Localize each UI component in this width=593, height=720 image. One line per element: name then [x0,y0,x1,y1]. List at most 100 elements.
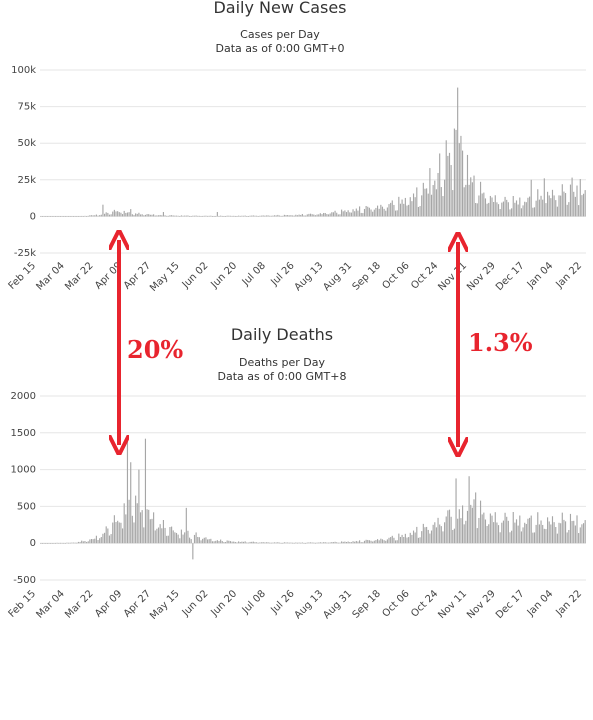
bar [125,514,127,544]
bar [540,195,542,217]
bar [53,216,55,217]
bar [144,438,147,544]
bar [380,538,382,544]
bar [177,215,179,217]
bar [208,215,210,217]
bar [422,182,424,217]
x-tick-label: Sep 18 [351,588,383,620]
bar [161,215,163,217]
bar [262,215,264,217]
bar [473,499,475,544]
bar [481,193,483,217]
bar [365,206,367,217]
x-tick-label: Jan 04 [525,588,556,619]
bar-series [40,438,586,560]
bar [489,513,491,544]
bar [440,187,442,217]
bar [319,213,321,217]
bar [458,509,460,544]
bar [488,202,490,217]
bar [41,543,44,544]
x-tick-label: Jun 02 [180,588,211,619]
bar [339,214,341,217]
bar [121,528,124,544]
bar [143,527,145,544]
bar [527,518,529,544]
bar [130,462,132,544]
bar [555,200,557,217]
bar [489,195,491,217]
y-tick-label: 0 [30,538,36,549]
bar [139,512,142,544]
bar [522,527,524,544]
bar [318,542,320,544]
bar [87,215,89,217]
bar [179,538,181,544]
bar [584,520,586,544]
bar [437,517,439,544]
bar [180,529,182,544]
bar [229,215,232,217]
bar [269,542,271,544]
bar [239,215,241,217]
bar [257,216,259,217]
bar [455,129,457,217]
bar [228,540,230,544]
bar [113,515,115,544]
bar [519,197,521,217]
bar [574,525,576,544]
bar [473,175,475,217]
bar [118,212,120,217]
chart-subtitle: Deaths per Day [239,356,325,369]
bar [159,214,161,217]
bar [439,524,441,544]
bar [448,152,451,217]
bar [99,215,101,217]
bar [527,197,529,217]
bar [434,522,436,544]
bar [406,205,408,217]
bar [270,215,272,217]
bar [502,520,505,544]
bar [475,492,477,544]
bar [412,530,415,544]
bar [538,199,540,217]
bar [563,191,565,217]
bar [582,193,585,217]
bar [483,512,485,544]
bar [257,542,259,544]
y-tick-label: 2000 [11,391,36,402]
bar [107,212,109,217]
x-tick-label: Dec 17 [494,260,527,293]
bar [59,542,61,544]
bar [337,542,339,544]
bar [548,195,550,217]
bar [233,541,235,544]
bar [561,184,563,217]
bar [234,215,236,217]
bar [84,541,86,544]
x-tick-label: Jul 08 [240,260,268,288]
bar [396,210,398,217]
bar [50,216,52,217]
bar [90,539,93,544]
bar [442,196,444,217]
bar [86,216,88,217]
bar [463,524,465,544]
bar [582,523,585,544]
bar [274,215,276,217]
bar [432,524,434,544]
bar [251,215,253,217]
bar [278,542,281,544]
bar [306,542,308,544]
bar [506,199,508,217]
bar [507,202,509,217]
bar [184,532,186,544]
bar [383,208,385,217]
bar [252,541,254,544]
bar [457,518,459,544]
bar [213,541,215,544]
bar [161,528,163,544]
bar [422,523,424,544]
bar [131,214,133,217]
